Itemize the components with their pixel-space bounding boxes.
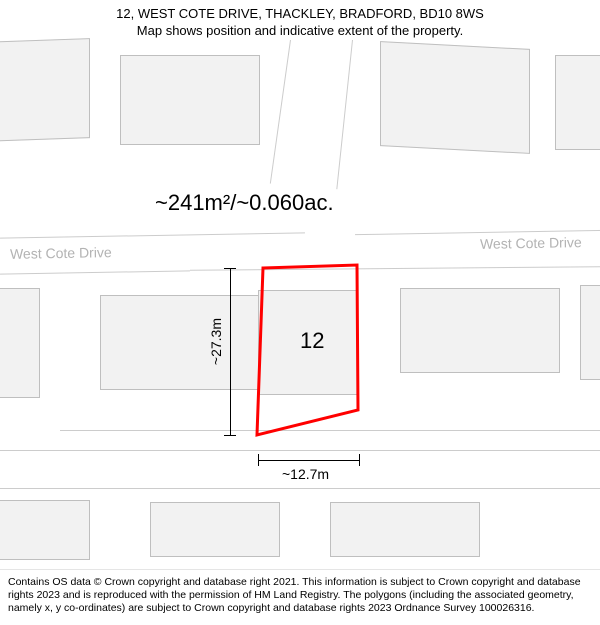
dim-line-vertical [230,268,231,436]
dim-tick [224,435,236,436]
property-number: 12 [300,328,324,354]
road-edge [336,40,353,189]
building [100,295,260,390]
road-edge [0,450,600,451]
dim-tick [359,454,360,466]
footer-copyright: Contains OS data © Crown copyright and d… [0,569,600,625]
road-edge [190,266,600,271]
road-edge [0,232,305,238]
building [0,500,90,560]
road-edge [0,488,600,489]
building [330,502,480,557]
building [380,41,530,154]
area-label: ~241m²/~0.060ac. [155,190,334,216]
page-subtitle: Map shows position and indicative extent… [10,23,590,40]
dim-tick [258,454,259,466]
map-area: West Cote Drive West Cote Drive 12 ~241m… [0,40,600,540]
road-label-right: West Cote Drive [480,234,582,252]
dim-width-label: ~12.7m [282,466,329,482]
building [400,288,560,373]
building [0,38,90,142]
page-title: 12, WEST COTE DRIVE, THACKLEY, BRADFORD,… [10,6,590,23]
dim-line-horizontal [258,460,360,461]
building [150,502,280,557]
building [120,55,260,145]
road-label-left: West Cote Drive [10,244,112,262]
road-edge [0,270,190,274]
dim-tick [224,268,236,269]
road-edge [270,40,291,184]
building [0,288,40,398]
building [580,285,600,380]
dim-height-label: ~27.3m [208,318,224,365]
building [555,55,600,150]
header: 12, WEST COTE DRIVE, THACKLEY, BRADFORD,… [0,0,600,42]
